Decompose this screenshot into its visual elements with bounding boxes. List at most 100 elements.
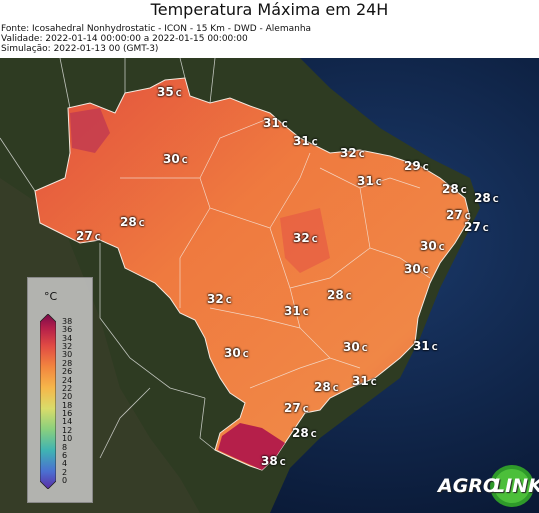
temperature-value: 30 [163, 152, 180, 166]
temperature-label: 31 C [357, 174, 382, 188]
temperature-value: 27 [446, 208, 463, 222]
temperature-label: 32 C [340, 146, 365, 160]
hot-spot-amazon [70, 108, 110, 153]
map-title: Temperatura Máxima em 24H [150, 0, 389, 19]
temperature-label: 28 C [120, 215, 145, 229]
brazil-territory [34, 77, 471, 471]
temperature-label: 38 C [261, 454, 286, 468]
temperature-unit: C [332, 384, 339, 393]
legend-tick: 0 [62, 476, 68, 485]
temperature-value: 27 [464, 220, 481, 234]
legend-tick: 2 [62, 467, 68, 477]
temperature-unit: C [438, 243, 445, 252]
temperature-unit: C [460, 186, 467, 195]
source-line: Fonte: Icosahedral Nonhydrostatic - ICON… [1, 24, 312, 34]
temperature-value: 32 [207, 292, 224, 306]
temperature-value: 31 [413, 339, 430, 353]
temperature-label: 35 C [157, 85, 182, 99]
legend-tick: 4 [62, 459, 68, 469]
temperature-label: 27 C [464, 220, 489, 234]
legend-tick: 14 [62, 417, 73, 427]
temperature-unit: C [302, 308, 309, 317]
temperature-unit: C [281, 120, 288, 129]
legend-tick: 16 [62, 409, 73, 419]
legend-tick: 10 [62, 434, 73, 444]
legend-tick: 8 [62, 442, 68, 452]
temperature-value: 31 [263, 116, 280, 130]
temperature-label: 28 C [474, 191, 499, 205]
logo-text-agro: AGRO [438, 475, 500, 497]
temperature-unit: C [311, 235, 318, 244]
temperature-value: 30 [224, 346, 241, 360]
legend-tick: 20 [62, 392, 73, 402]
temperature-value: 30 [420, 239, 437, 253]
warm-zone-center [280, 208, 330, 273]
temperature-label: 31 C [284, 304, 309, 318]
temperature-unit: C [94, 233, 101, 242]
temperature-unit: C [311, 138, 318, 147]
temperature-unit: C [358, 150, 365, 159]
legend-tick: 34 [62, 333, 73, 343]
temperature-unit: C [361, 344, 368, 353]
temperature-value: 28 [327, 288, 344, 302]
temperature-unit: C [242, 350, 249, 359]
temperature-unit: C [482, 224, 489, 233]
temperature-label: 27 C [76, 229, 101, 243]
temperature-value: 32 [293, 231, 310, 245]
temperature-label: 30 C [420, 239, 445, 253]
temperature-value: 28 [314, 380, 331, 394]
temperature-label: 32 C [293, 231, 318, 245]
temperature-value: 30 [343, 340, 360, 354]
temperature-unit: C [181, 156, 188, 165]
temperature-value: 35 [157, 85, 174, 99]
legend-tick: 22 [62, 383, 73, 393]
logo-leaf-icon [490, 465, 534, 507]
temperature-value: 28 [474, 191, 491, 205]
temperature-value: 31 [357, 174, 374, 188]
temperature-label: 30 C [163, 152, 188, 166]
temperature-label: 29 C [404, 159, 429, 173]
temperature-unit: C [345, 292, 352, 301]
temperature-label: 28 C [292, 426, 317, 440]
legend-tick: 24 [62, 375, 73, 385]
temperature-value: 32 [340, 146, 357, 160]
temperature-unit: C [422, 266, 429, 275]
temperature-value: 30 [404, 262, 421, 276]
legend-tick: 38 [62, 317, 73, 326]
legend-tick: 26 [62, 367, 73, 377]
temperature-value: 28 [292, 426, 309, 440]
temperature-value: 31 [352, 374, 369, 388]
colorbar-legend: °C 38 36 34 32 30 28 26 24 22 20 18 16 14 12 10 8 6 4 2 0 [27, 277, 93, 503]
temperature-value: 29 [404, 159, 421, 173]
legend-tick: 30 [62, 350, 73, 360]
legend-tick: 32 [62, 342, 73, 352]
temperature-label: 31 C [293, 134, 318, 148]
temperature-value: 27 [76, 229, 93, 243]
temperature-label: 31 C [263, 116, 288, 130]
temperature-label: 31 C [413, 339, 438, 353]
temperature-unit: C [492, 195, 499, 204]
temperature-unit: C [375, 178, 382, 187]
temperature-unit: C [279, 458, 286, 467]
temperature-value: 38 [261, 454, 278, 468]
temperature-value: 28 [442, 182, 459, 196]
temperature-label: 28 C [327, 288, 352, 302]
temperature-value: 27 [284, 401, 301, 415]
temperature-unit: C [310, 430, 317, 439]
temperature-unit: C [302, 405, 309, 414]
validity-line: Validade: 2022-01-14 00:00:00 a 2022-01-… [1, 34, 248, 44]
legend-tick: 6 [62, 450, 68, 460]
temperature-unit: C [422, 163, 429, 172]
legend-tick: 12 [62, 425, 73, 435]
colorbar [40, 314, 56, 489]
temperature-label: 28 C [442, 182, 467, 196]
temperature-label: 27 C [284, 401, 309, 415]
temperature-label: 27 C [446, 208, 471, 222]
temperature-value: 31 [293, 134, 310, 148]
temperature-label: 30 C [224, 346, 249, 360]
agrolink-logo: AGRO LINK [438, 463, 539, 509]
legend-unit: °C [44, 290, 58, 303]
state-borders [120, 117, 431, 389]
legend-tick: 28 [62, 358, 73, 368]
temperature-label: 30 C [343, 340, 368, 354]
